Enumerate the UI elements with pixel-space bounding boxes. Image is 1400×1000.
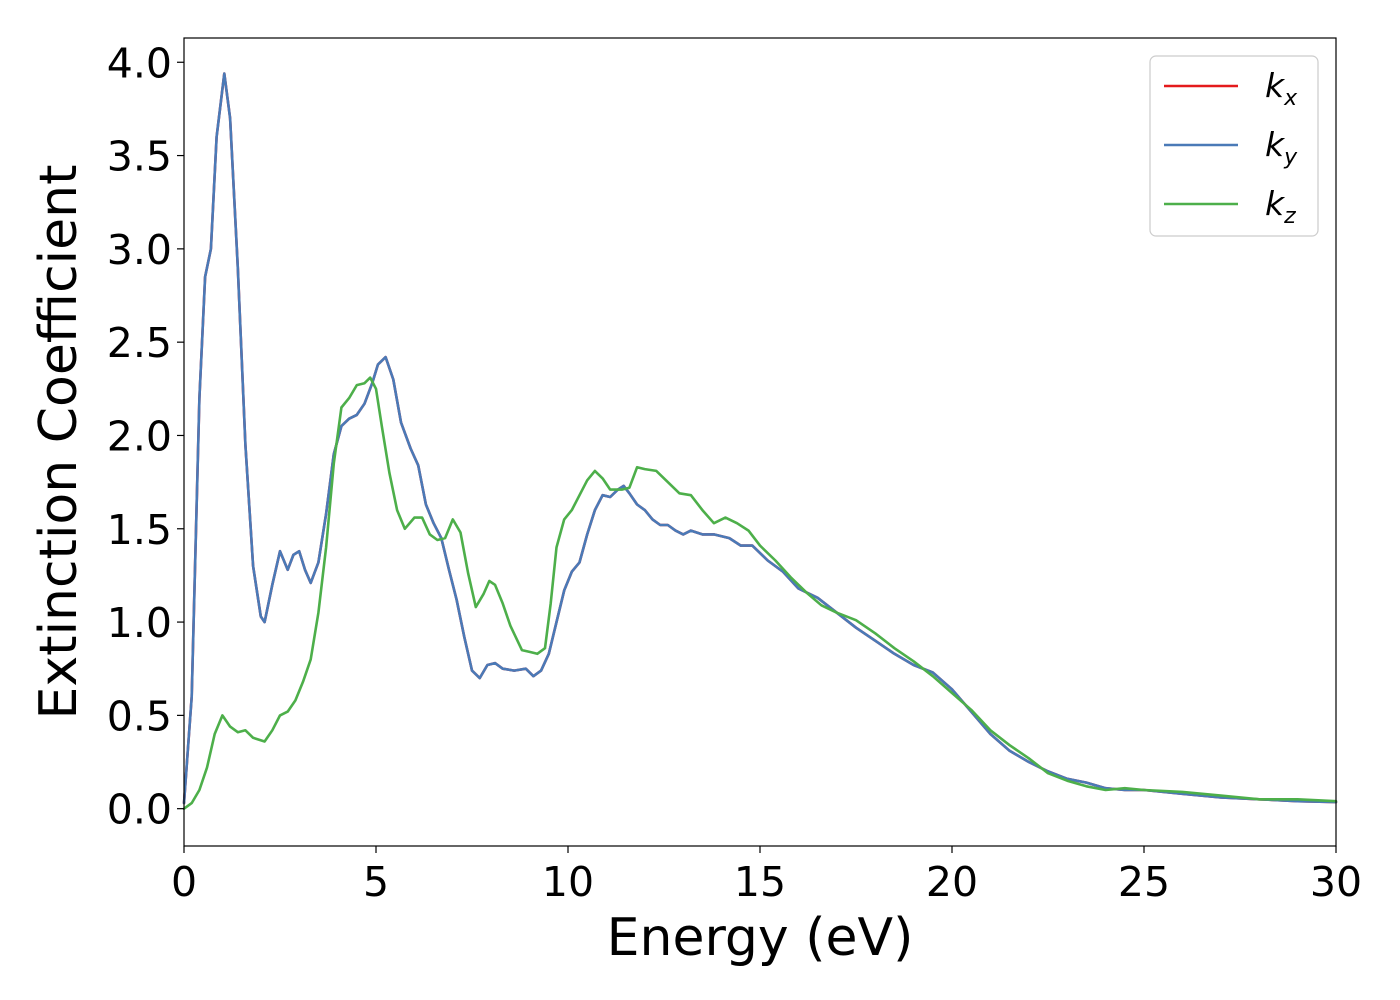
series-layer <box>182 72 1338 810</box>
y-tick-label: 2.0 <box>107 412 172 460</box>
y-axis-ticks: 0.0 0.5 1.0 1.5 2.0 2.5 3.0 3.5 4.0 <box>107 39 184 834</box>
y-tick-label: 1.5 <box>107 506 172 554</box>
y-tick-label: 3.5 <box>107 133 172 181</box>
y-tick-label: 3.0 <box>107 226 172 274</box>
y-tick-label: 2.5 <box>107 319 172 367</box>
legend-label-y: ky <box>1265 125 1298 170</box>
x-axis-title: Energy (eV) <box>607 908 914 968</box>
y-tick-label: 4.0 <box>107 39 172 87</box>
x-tick-label: 25 <box>1118 858 1170 906</box>
x-tick-label: 0 <box>171 858 197 906</box>
legend: kx ky kz <box>1149 55 1319 237</box>
y-axis-title: Extinction Coefficient <box>29 165 89 720</box>
y-tick-label: 1.0 <box>107 599 172 647</box>
legend-label-x: kx <box>1265 66 1298 111</box>
x-axis-ticks: 0 5 10 15 20 25 30 <box>171 846 1362 906</box>
x-tick-label: 15 <box>734 858 786 906</box>
x-tick-label: 20 <box>926 858 978 906</box>
x-tick-label: 5 <box>363 858 389 906</box>
legend-label-z: kz <box>1265 184 1296 229</box>
series-line-z <box>182 376 1338 810</box>
y-tick-label: 0.0 <box>107 786 172 834</box>
x-tick-label: 30 <box>1310 858 1362 906</box>
x-tick-label: 10 <box>542 858 594 906</box>
y-tick-label: 0.5 <box>107 692 172 740</box>
